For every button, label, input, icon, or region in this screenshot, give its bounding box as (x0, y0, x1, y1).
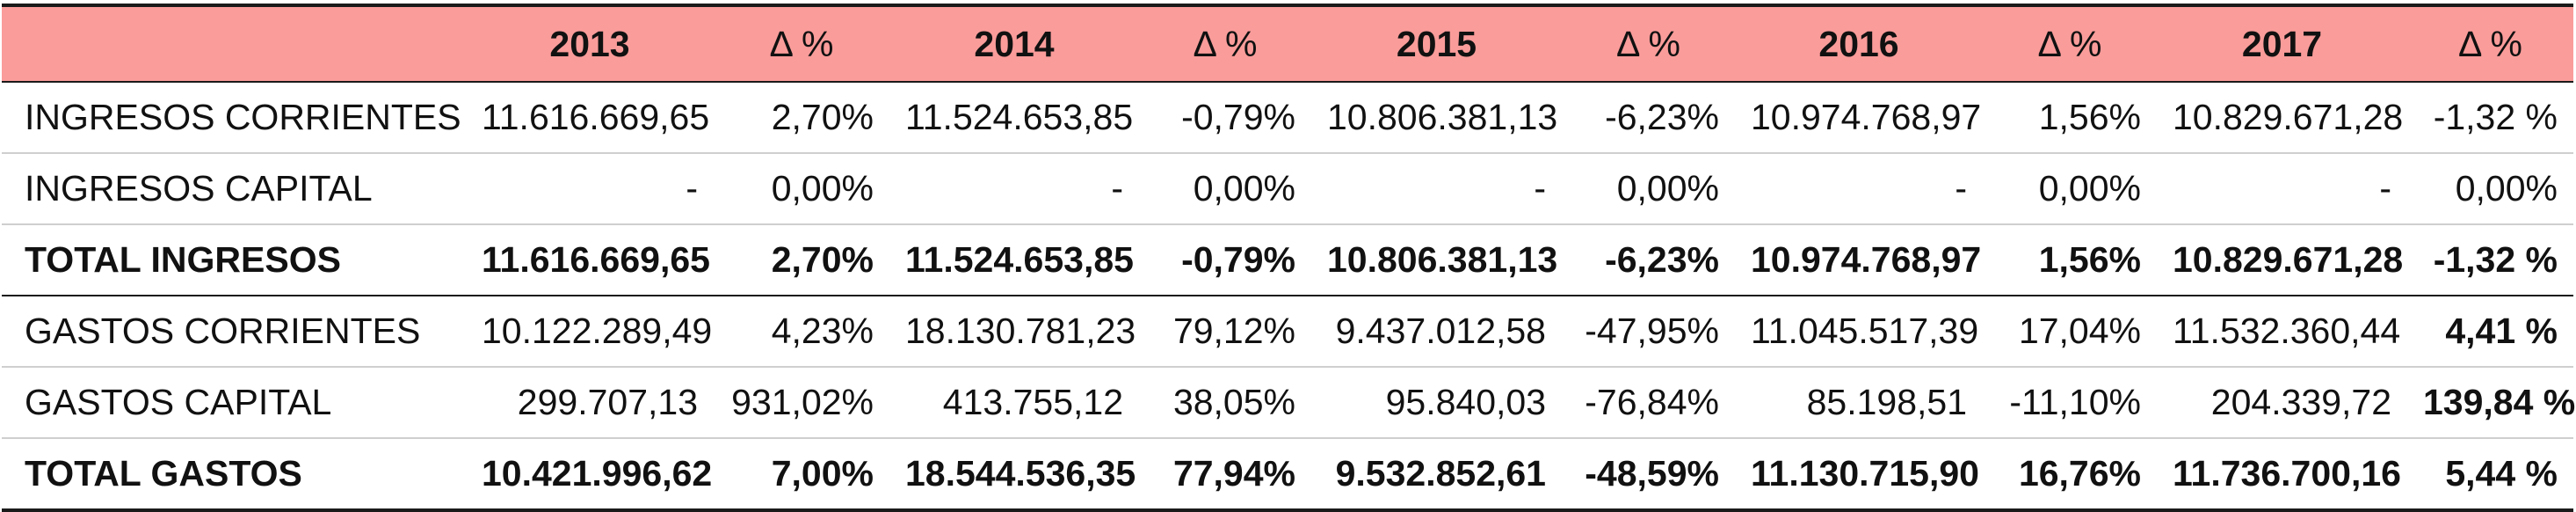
cell-delta: 139,84 % (2407, 367, 2575, 439)
cell-delta: 1,56% (1983, 82, 2157, 154)
cell-delta: -6,23% (1562, 82, 1735, 154)
cell-delta: 17,04% (1983, 296, 2157, 368)
header-delta: Δ % (2407, 4, 2573, 83)
cell-value: 11.532.360,44 (2157, 296, 2407, 368)
cell-value: 95.840,03 (1311, 367, 1562, 439)
cell-delta: 16,76% (1983, 438, 2157, 512)
cell-delta: -1,32 % (2407, 82, 2573, 154)
cell-value: 10.974.768,97 (1735, 224, 1983, 296)
row-label: INGRESOS CAPITAL (2, 153, 466, 225)
header-delta: Δ % (714, 4, 889, 83)
row-label: INGRESOS CORRIENTES (2, 82, 466, 154)
cell-delta: -0,79% (1139, 224, 1311, 296)
table-row-ingresos-capital: INGRESOS CAPITAL - 0,00% - 0,00% - 0,00%… (2, 153, 2573, 225)
cell-value: - (1311, 153, 1562, 225)
header-row: 2013 Δ % 2014 Δ % 2015 Δ % 2016 Δ % 2017… (2, 4, 2573, 83)
cell-value: 10.421.996,62 (466, 438, 714, 512)
cell-delta: 931,02% (714, 367, 889, 439)
header-delta: Δ % (1562, 4, 1735, 83)
cell-delta: 77,94% (1139, 438, 1311, 512)
cell-delta: 5,44 % (2407, 438, 2573, 512)
cell-delta: 0,00% (2407, 153, 2573, 225)
cell-value: 11.524.653,85 (889, 224, 1139, 296)
cell-value: 299.707,13 (466, 367, 714, 439)
header-year-2016: 2016 (1735, 4, 1983, 83)
cell-value: 11.616.669,65 (466, 224, 714, 296)
cell-delta: 7,00% (714, 438, 889, 512)
cell-delta: -48,59% (1562, 438, 1735, 512)
cell-value: - (2157, 153, 2407, 225)
cell-value: 18.130.781,23 (889, 296, 1139, 368)
cell-value: - (1735, 153, 1983, 225)
table-row-gastos-corrientes: GASTOS CORRIENTES 10.122.289,49 4,23% 18… (2, 296, 2573, 368)
row-label: GASTOS CAPITAL (2, 367, 466, 439)
cell-delta: 4,41 % (2407, 296, 2573, 368)
table-row-total-gastos: TOTAL GASTOS 10.421.996,62 7,00% 18.544.… (2, 438, 2573, 512)
cell-value: 85.198,51 (1735, 367, 1983, 439)
cell-delta: -76,84% (1562, 367, 1735, 439)
row-label: TOTAL GASTOS (2, 438, 466, 512)
cell-delta: -0,79% (1139, 82, 1311, 154)
header-year-2013: 2013 (466, 4, 714, 83)
cell-value: - (889, 153, 1139, 225)
cell-delta: 0,00% (1983, 153, 2157, 225)
cell-delta: 38,05% (1139, 367, 1311, 439)
cell-value: 9.437.012,58 (1311, 296, 1562, 368)
header-year-2017: 2017 (2157, 4, 2407, 83)
header-year-2015: 2015 (1311, 4, 1562, 83)
cell-value: 10.806.381,13 (1311, 224, 1562, 296)
cell-delta: -47,95% (1562, 296, 1735, 368)
cell-value: 10.829.671,28 (2157, 224, 2407, 296)
cell-delta: 4,23% (714, 296, 889, 368)
header-delta: Δ % (1983, 4, 2157, 83)
table-row-gastos-capital: GASTOS CAPITAL 299.707,13 931,02% 413.75… (2, 367, 2575, 439)
cell-value: 18.544.536,35 (889, 438, 1139, 512)
cell-value: - (466, 153, 714, 225)
budget-table: 2013 Δ % 2014 Δ % 2015 Δ % 2016 Δ % 2017… (2, 4, 2575, 512)
cell-delta: 0,00% (714, 153, 889, 225)
cell-value: 413.755,12 (889, 367, 1139, 439)
cell-value: 11.616.669,65 (466, 82, 714, 154)
cell-delta: 79,12% (1139, 296, 1311, 368)
cell-delta: 2,70% (714, 82, 889, 154)
cell-value: 10.122.289,49 (466, 296, 714, 368)
cell-delta: -6,23% (1562, 224, 1735, 296)
header-year-2014: 2014 (889, 4, 1139, 83)
cell-delta: 0,00% (1139, 153, 1311, 225)
cell-value: 10.829.671,28 (2157, 82, 2407, 154)
cell-delta: 0,00% (1562, 153, 1735, 225)
header-delta: Δ % (1139, 4, 1311, 83)
row-label: TOTAL INGRESOS (2, 224, 466, 296)
cell-value: 204.339,72 (2157, 367, 2407, 439)
cell-delta: 2,70% (714, 224, 889, 296)
cell-value: 11.524.653,85 (889, 82, 1139, 154)
cell-value: 10.806.381,13 (1311, 82, 1562, 154)
table-row-ingresos-corrientes: INGRESOS CORRIENTES 11.616.669,65 2,70% … (2, 82, 2573, 154)
cell-delta: -11,10% (1983, 367, 2157, 439)
cell-value: 11.736.700,16 (2157, 438, 2407, 512)
table-row-total-ingresos: TOTAL INGRESOS 11.616.669,65 2,70% 11.52… (2, 224, 2573, 296)
cell-value: 11.045.517,39 (1735, 296, 1983, 368)
cell-delta: -1,32 % (2407, 224, 2573, 296)
cell-value: 10.974.768,97 (1735, 82, 1983, 154)
cell-value: 11.130.715,90 (1735, 438, 1983, 512)
header-label-cell (2, 4, 466, 83)
cell-delta: 1,56% (1983, 224, 2157, 296)
row-label: GASTOS CORRIENTES (2, 296, 466, 368)
cell-value: 9.532.852,61 (1311, 438, 1562, 512)
